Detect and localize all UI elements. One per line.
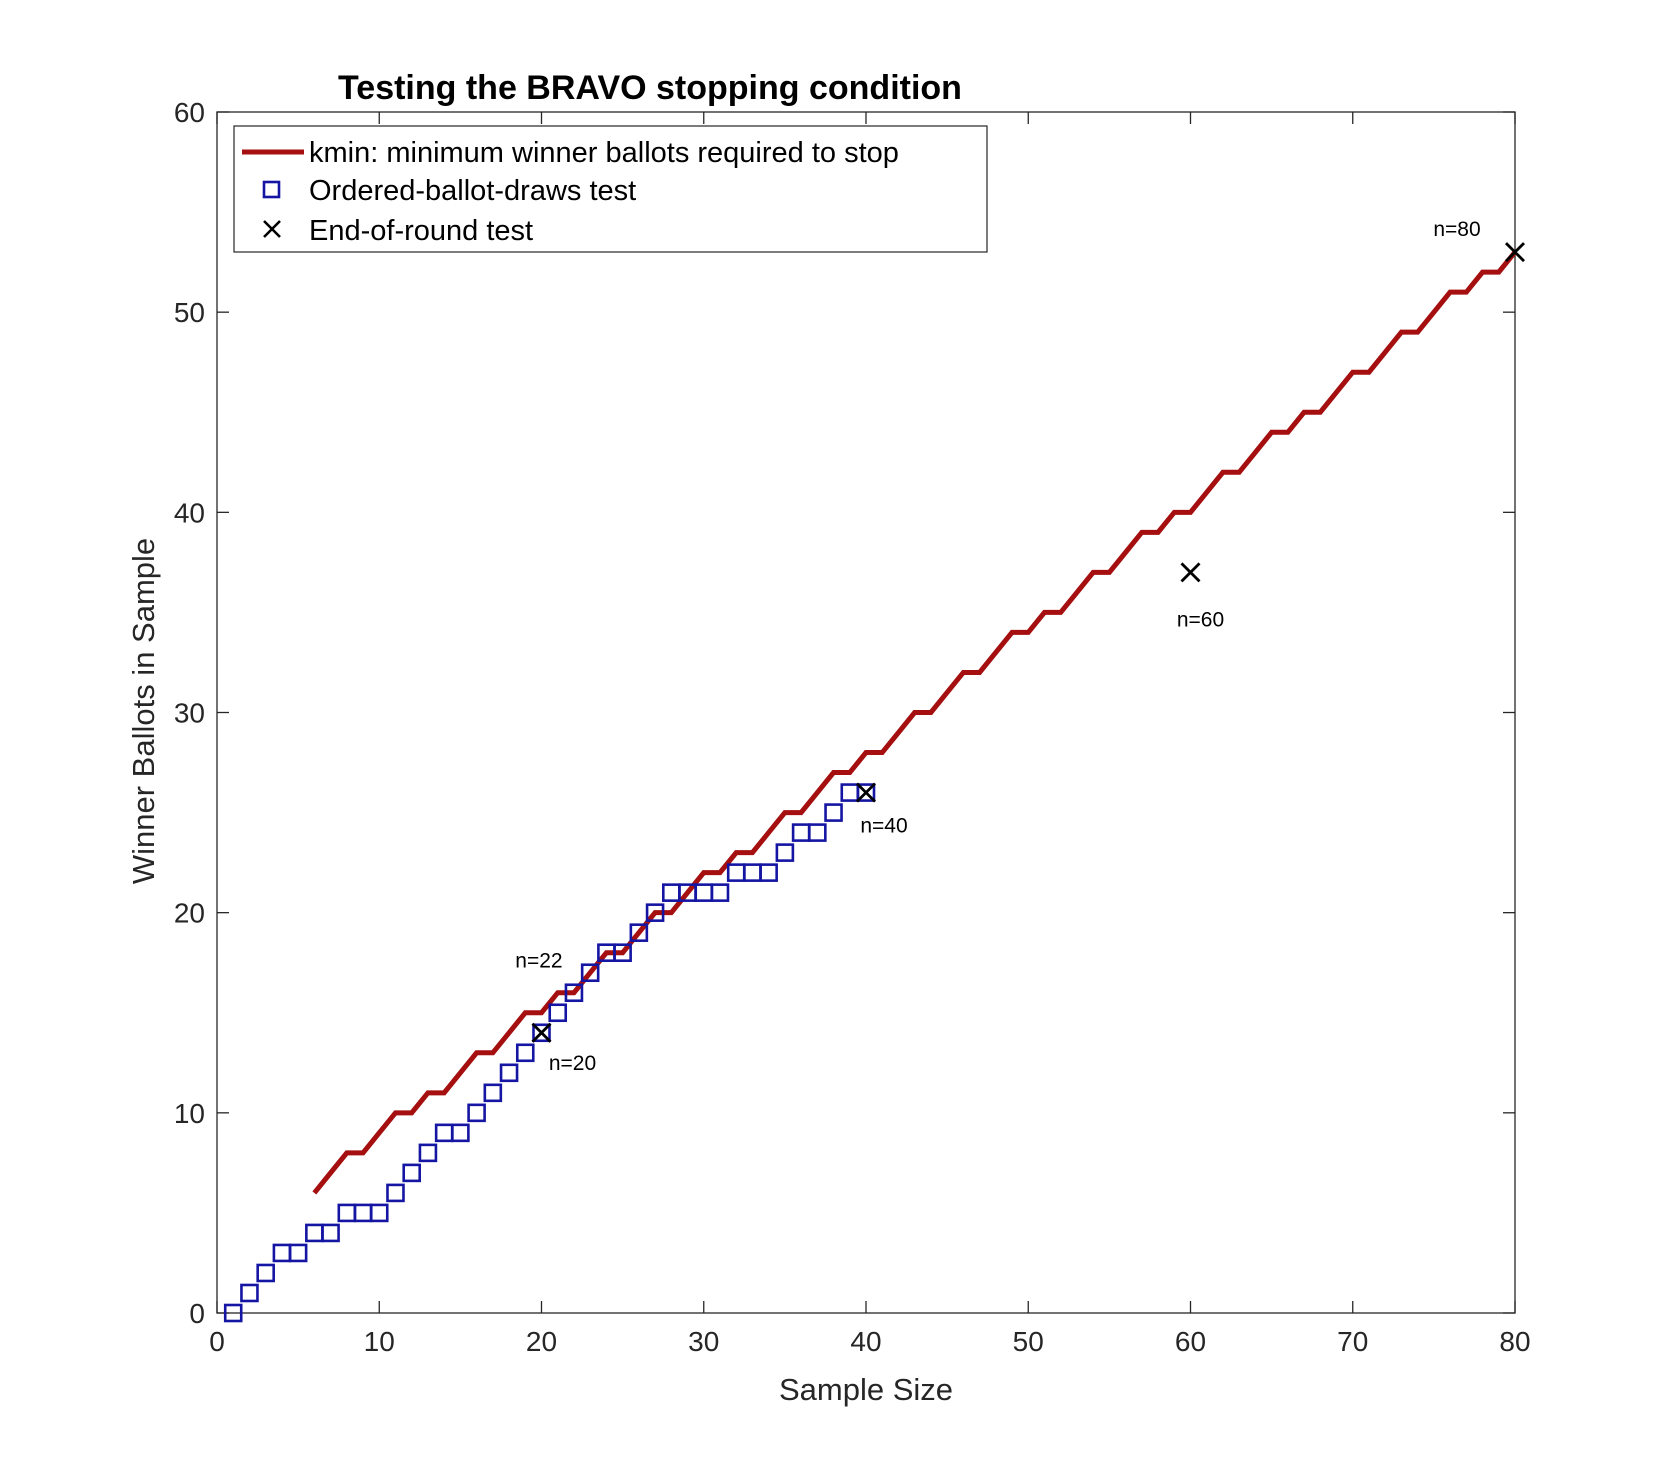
legend-box <box>233 125 988 253</box>
y-tick-label: 40 <box>174 497 205 528</box>
legend: kmin: minimum winner ballots required to… <box>233 125 988 253</box>
plot-layer <box>223 242 1525 1323</box>
x-tick-label: 80 <box>1499 1326 1530 1357</box>
annotation-label: n=80 <box>1433 218 1480 241</box>
y-axis-label: Winner Ballots in Sample <box>126 538 161 884</box>
ordered-draw-marker <box>613 943 632 963</box>
ordered-draw-marker <box>710 883 730 902</box>
ordered-draw-marker <box>824 803 843 822</box>
end-of-round-marker <box>1180 562 1201 583</box>
end-of-round-marker <box>856 782 876 803</box>
ordered-draw-marker <box>840 783 860 802</box>
ordered-draw-marker <box>661 883 681 902</box>
x-tick-label: 60 <box>1175 1326 1206 1357</box>
ordered-draw-marker <box>321 1223 340 1243</box>
x-tick-label: 30 <box>688 1326 719 1357</box>
x-tick-label: 20 <box>526 1326 557 1357</box>
y-tick-label: 20 <box>174 898 205 929</box>
ordered-draw-marker <box>272 1243 292 1263</box>
y-tick-label: 30 <box>174 698 205 729</box>
ordered-draw-marker <box>467 1103 486 1123</box>
x-tick-label: 10 <box>364 1326 395 1357</box>
x-axis-label: Sample Size <box>779 1372 953 1407</box>
x-tick-label: 40 <box>850 1326 881 1357</box>
annotation-label: n=60 <box>1177 608 1224 631</box>
ordered-draw-marker <box>515 1043 535 1063</box>
ordered-draw-marker <box>288 1243 308 1263</box>
legend-label-kmin: kmin: minimum winner ballots required to… <box>309 137 899 169</box>
annotation-label: n=40 <box>860 815 907 838</box>
y-tick-label: 10 <box>174 1098 205 1129</box>
ordered-draw-marker <box>743 863 762 882</box>
ordered-draw-marker <box>451 1123 470 1143</box>
ordered-draw-marker <box>418 1143 438 1163</box>
legend-square-swatch <box>262 180 281 199</box>
legend-label-end-of-round: End-of-round test <box>309 215 533 247</box>
legend-x-swatch <box>263 220 281 238</box>
axes-box <box>216 111 1516 1314</box>
ordered-draw-marker <box>629 923 649 942</box>
ordered-draw-marker <box>726 863 746 882</box>
y-tick-label: 0 <box>189 1298 205 1329</box>
ordered-draw-marker <box>223 1303 243 1323</box>
ordered-draw-marker <box>305 1223 324 1243</box>
ordered-draw-marker <box>694 883 714 902</box>
ordered-draw-marker <box>775 843 795 862</box>
ordered-draw-marker <box>548 1003 568 1023</box>
ordered-draw-marker <box>808 823 827 842</box>
ordered-draw-marker <box>240 1283 259 1303</box>
legend-label-ordered: Ordered-ballot-draws test <box>309 175 636 207</box>
ordered-draw-marker <box>759 863 778 882</box>
ordered-draw-marker <box>532 1023 551 1043</box>
ordered-draw-marker <box>369 1203 389 1223</box>
x-tick-label: 0 <box>209 1326 225 1357</box>
chart-title: Testing the BRAVO stopping condition <box>338 69 962 107</box>
end-of-round-marker <box>531 1022 552 1043</box>
ordered-draw-marker <box>499 1063 519 1083</box>
y-tick-label: 50 <box>174 297 205 328</box>
ordered-draw-marker <box>256 1263 275 1283</box>
ordered-draw-marker <box>580 963 600 983</box>
x-tick-label: 70 <box>1337 1326 1368 1357</box>
y-tick-label: 60 <box>174 97 205 128</box>
annotation-label: n=22 <box>515 950 562 973</box>
annotation-label: n=20 <box>549 1052 596 1075</box>
ordered-draw-marker <box>434 1123 454 1143</box>
ordered-draw-marker <box>483 1083 503 1103</box>
ordered-draw-marker <box>856 783 876 802</box>
ordered-draw-marker <box>402 1163 422 1183</box>
ordered-draw-marker <box>386 1183 405 1203</box>
ordered-draw-marker <box>337 1203 357 1223</box>
ordered-draw-marker <box>791 823 811 842</box>
axes-layer: 0 10 20 30 40 50 60 70 80 0 10 20 30 40 50 60 <box>174 97 1531 1357</box>
annotation-layer: n=22 n=20 n=40 n=60 n=80 <box>515 218 1480 1075</box>
ordered-draw-marker <box>564 983 584 1003</box>
x-tick-label: 50 <box>1013 1326 1044 1357</box>
ordered-draw-marker <box>645 903 665 922</box>
ordered-draw-marker <box>353 1203 373 1223</box>
kmin-line <box>312 250 1517 1195</box>
end-of-round-marker <box>1505 242 1525 263</box>
